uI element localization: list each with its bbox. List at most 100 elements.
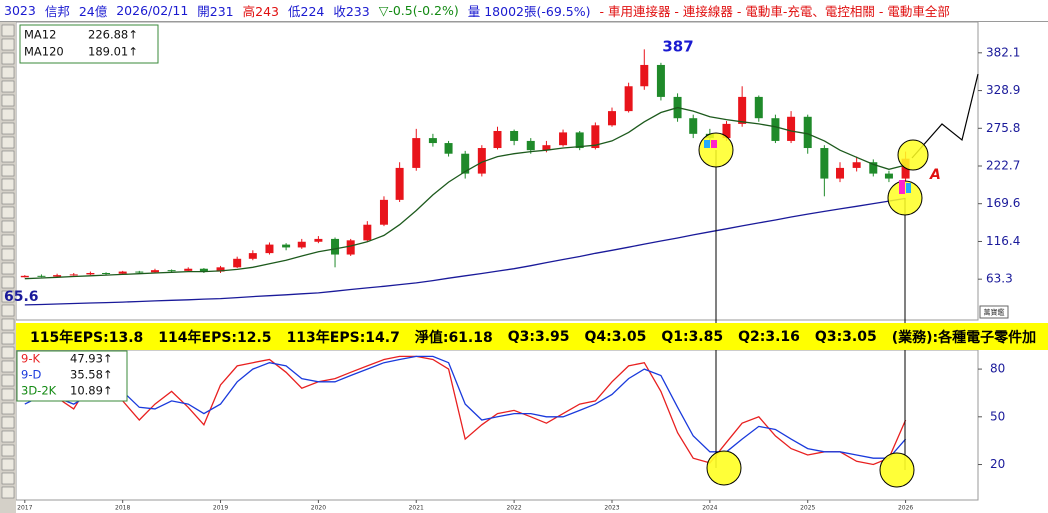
candle-body [248,253,257,259]
forecast-line [911,73,979,159]
eps-item: Q1:3.85 [661,328,724,345]
eps-item: Q2:3.16 [738,328,800,345]
tool-icon [1,388,15,401]
tool-icon [1,80,15,93]
kd-legend [16,350,128,402]
candle-body [282,244,291,248]
eps-item: 113年EPS:14.7 [286,329,400,346]
x-tick-label: 2025 [800,505,815,512]
candle-body [624,86,633,112]
tool-icon [1,332,15,345]
price-panel [15,21,979,321]
candle-body [37,275,46,277]
legend-value: 35.58↑ [70,368,113,382]
x-tick-label: 2024 [702,505,717,512]
volume: 量 18002張(-69.5%) [467,4,591,19]
legend-name: 3D-2K [21,384,57,398]
tool-icon [1,458,15,471]
candle-body [363,224,372,241]
tool-icon [1,416,15,429]
candle-body [836,167,845,179]
series-line [24,355,907,466]
legend-name: MA12 [24,28,56,42]
legend-value: 189.01↑ [88,45,138,59]
tool-icon [1,136,15,149]
candle-body [820,148,829,179]
candle-body [102,272,111,274]
candle-body [526,140,535,151]
x-tick-label: 2018 [115,505,130,512]
tool-icon [1,304,15,317]
tool-icon [1,178,15,191]
mark-label: A [929,167,941,183]
tool-icon [1,192,15,205]
highlight-circle [897,139,929,171]
legend-value: 10.89↑ [70,384,113,398]
legend-name: MA120 [24,45,64,59]
marker-block [906,183,911,193]
legend-name: 9-K [21,352,40,366]
tool-icon [1,52,15,65]
series-line [24,355,907,459]
tool-icon [1,290,15,303]
legend-value: 47.93↑ [70,352,113,366]
candle-body [184,268,193,271]
tool-icon [1,360,15,373]
candle-body [640,64,649,87]
tool-icon [1,108,15,121]
candle-body [754,96,763,119]
tool-icon [1,24,15,37]
candle-body [738,96,747,124]
y-tick-label: 275.8 [986,121,1020,135]
low-label: 65.6 [4,289,39,305]
y-tick-label: 382.1 [986,45,1020,59]
tool-icon [1,220,15,233]
x-tick-label: 2023 [604,505,619,512]
candle-body [199,268,208,272]
eps-item: Q4:3.05 [584,328,647,345]
tool-icon [1,346,15,359]
legend-value: 226.88↑ [88,28,138,42]
candle-body [428,138,437,144]
candle-body [216,267,225,272]
y-tick-label: 116.4 [986,234,1020,248]
x-tick-label: 2017 [17,505,32,512]
logo-box [979,305,1009,319]
candle-body [591,125,600,149]
stock-code: 3023 [4,3,36,18]
low-price: 低224 [288,4,325,19]
marker-block [704,140,710,148]
eps-item: 淨值:61.18 [414,329,493,346]
eps-item: 114年EPS:12.5 [158,329,272,346]
x-tick-label: 2019 [213,505,228,512]
candle-body [689,118,698,134]
price-legend [19,24,159,64]
open-price: 開231 [197,4,234,19]
candle-body [444,143,453,154]
eps-item: Q3:3.95 [507,328,570,345]
x-tick-label: 2022 [506,505,521,512]
high-price: 高243 [242,4,279,19]
tool-icon [1,206,15,219]
tool-icon [1,430,15,443]
marker-block [899,180,905,194]
tool-icon [1,486,15,499]
tool-icon [1,122,15,135]
candle-body [265,244,274,254]
y-tick-label: 63.3 [986,272,1013,286]
tool-icon [1,472,15,485]
peak-label: 387 [662,38,693,56]
candle-body [297,241,306,248]
candle-body [346,240,355,255]
y-tick-label: 50 [990,409,1005,423]
candle-body [331,238,340,255]
highlight-circle [879,452,915,488]
series-line [24,197,906,306]
candle-body [607,111,616,126]
tool-icon [1,38,15,51]
candle-body [787,116,796,141]
y-tick-label: 169.6 [986,196,1020,210]
candle-body [86,272,95,275]
y-tick-label: 20 [990,457,1005,471]
